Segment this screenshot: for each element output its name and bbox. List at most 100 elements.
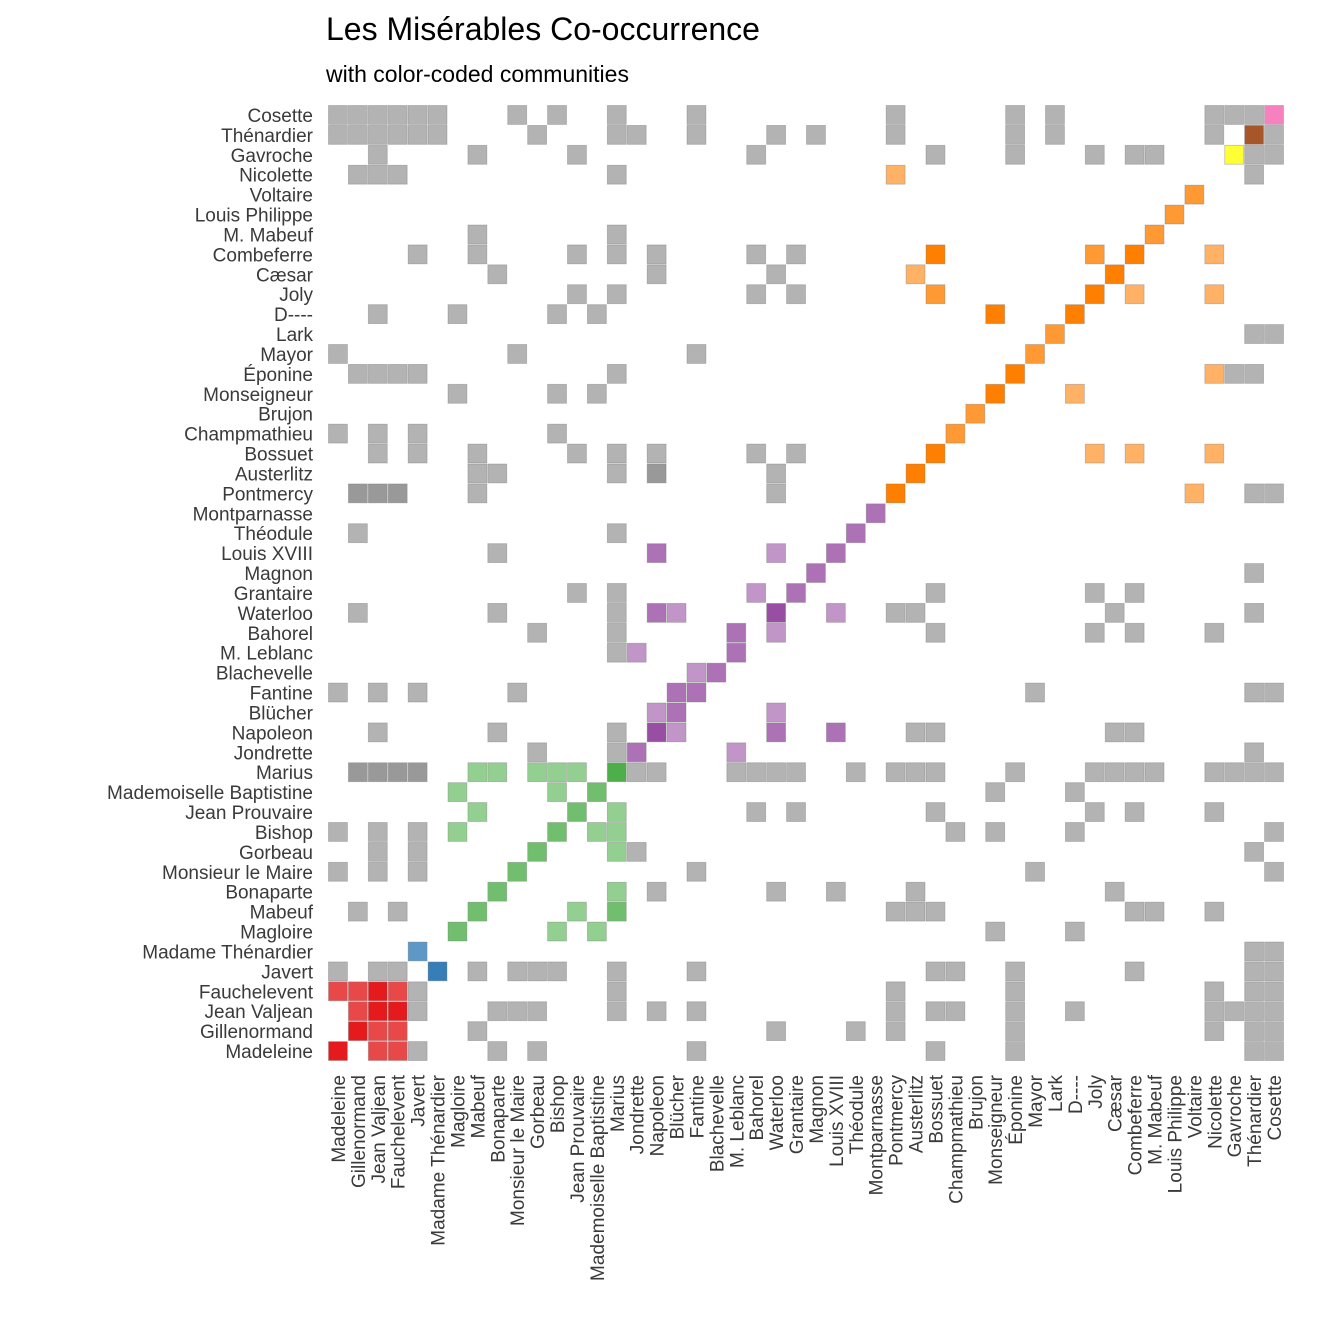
heatmap-cell: [1065, 1001, 1085, 1022]
y-tick-label-pontmercy: Pontmercy: [222, 484, 313, 505]
heatmap-cell: [686, 105, 707, 125]
heatmap-cell: [1204, 284, 1225, 305]
heatmap-cell: [467, 463, 488, 484]
heatmap-cell: [985, 921, 1006, 942]
heatmap-cell: [746, 144, 767, 165]
y-tick-label-champmathieu: Champmathieu: [184, 425, 313, 446]
heatmap-cell: [646, 762, 667, 783]
heatmap-cell: [726, 742, 747, 763]
heatmap-cell: [945, 822, 966, 842]
y-tick-label-napoleon: Napoleon: [232, 723, 313, 744]
heatmap-cell: [646, 881, 667, 902]
heatmap-cell: [447, 383, 468, 404]
heatmap-cell: [567, 144, 587, 165]
heatmap-cell: [1124, 144, 1145, 165]
heatmap-cell: [726, 622, 747, 643]
x-tick-label-marius: Marius: [608, 1075, 629, 1132]
heatmap-cell: [845, 1021, 866, 1041]
heatmap-cell: [1005, 981, 1025, 1002]
heatmap-cell: [547, 762, 567, 783]
heatmap-cell: [905, 901, 926, 922]
heatmap-cell: [1144, 901, 1165, 922]
heatmap-cell: [905, 603, 926, 623]
x-tick-label-d: D----: [1066, 1075, 1087, 1114]
heatmap-cell: [1025, 682, 1045, 703]
y-tick-label-m-mabeuf: M. Mabeuf: [223, 225, 313, 246]
heatmap-cell: [945, 1001, 966, 1022]
y-tick-label-thenardier: Thénardier: [221, 126, 314, 147]
heatmap-cell: [367, 822, 388, 842]
heatmap-cell: [527, 622, 547, 643]
heatmap-cell: [826, 722, 846, 743]
y-tick-label-magloire: Magloire: [240, 923, 313, 944]
heatmap-cell: [367, 443, 388, 464]
heatmap-cell: [1005, 144, 1025, 165]
heatmap-cell: [606, 622, 627, 643]
heatmap-cell: [746, 284, 767, 305]
heatmap-cell: [527, 1001, 547, 1022]
heatmap-cell: [487, 722, 508, 743]
heatmap-cell: [1264, 941, 1284, 962]
y-tick-label-blachevelle: Blachevelle: [216, 664, 313, 685]
heatmap-cell: [367, 125, 388, 145]
heatmap-cell: [885, 981, 906, 1002]
heatmap-cell: [1084, 443, 1105, 464]
heatmap-cell: [606, 842, 627, 862]
heatmap-cell: [387, 483, 408, 504]
y-tick-label-madeleine: Madeleine: [225, 1042, 313, 1063]
heatmap-cell: [746, 762, 767, 783]
heatmap-cell: [1204, 244, 1225, 265]
heatmap-cell: [606, 722, 627, 743]
heatmap-cell: [567, 284, 587, 305]
heatmap-cell: [606, 981, 627, 1002]
y-tick-label-brujon: Brujon: [258, 405, 313, 426]
y-tick-label-c-sar: Cæsar: [256, 265, 314, 286]
heatmap-cell: [826, 603, 846, 623]
y-tick-label-grantaire: Grantaire: [234, 584, 313, 605]
heatmap-cell: [845, 762, 866, 783]
x-tick-label-thenardier: Thénardier: [1245, 1074, 1266, 1167]
heatmap-cell: [328, 822, 348, 842]
heatmap-cell: [547, 423, 567, 444]
heatmap-cell: [766, 702, 786, 723]
heatmap-cell: [1084, 244, 1105, 265]
heatmap-cell: [487, 1041, 508, 1061]
heatmap-cell: [786, 583, 806, 603]
heatmap-cell: [945, 961, 966, 982]
heatmap-cell: [1264, 1001, 1284, 1022]
y-tick-label-mabeuf: Mabeuf: [250, 903, 314, 924]
y-tick-label-bossuet: Bossuet: [244, 445, 313, 466]
y-tick-label-montparnasse: Montparnasse: [193, 504, 313, 525]
heatmap-cell: [1244, 483, 1264, 504]
x-tick-label-louis-philippe: Louis Philippe: [1165, 1075, 1186, 1193]
heatmap-cell: [806, 563, 826, 583]
heatmap-cell: [367, 144, 388, 165]
heatmap-cell: [328, 682, 348, 703]
x-tick-label-bossuet: Bossuet: [926, 1074, 947, 1143]
heatmap-cell: [1244, 981, 1264, 1002]
heatmap-cell: [407, 364, 428, 384]
heatmap-cell: [467, 802, 488, 822]
heatmap-cell: [507, 961, 528, 982]
heatmap-cell: [1244, 603, 1264, 623]
heatmap-cell: [606, 244, 627, 265]
y-tick-label-jondrette: Jondrette: [234, 743, 313, 764]
heatmap-cell: [1104, 603, 1125, 623]
heatmap-cell: [587, 383, 607, 404]
heatmap-cell: [1204, 364, 1225, 384]
heatmap-cell: [686, 344, 707, 364]
heatmap-cell: [587, 304, 607, 324]
heatmap-cell: [766, 543, 786, 563]
heatmap-cell: [606, 224, 627, 245]
heatmap-cell: [407, 423, 428, 444]
heatmap-cell: [1104, 264, 1125, 285]
heatmap-cell: [587, 921, 607, 942]
heatmap-cell: [606, 802, 627, 822]
heatmap-cell: [507, 682, 528, 703]
heatmap-cell: [1144, 224, 1165, 245]
heatmap-cell: [1084, 762, 1105, 783]
heatmap-cell: [686, 662, 707, 683]
x-tick-label-gavroche: Gavroche: [1225, 1075, 1246, 1157]
heatmap-cell: [387, 1001, 408, 1022]
heatmap-cell: [1084, 622, 1105, 643]
